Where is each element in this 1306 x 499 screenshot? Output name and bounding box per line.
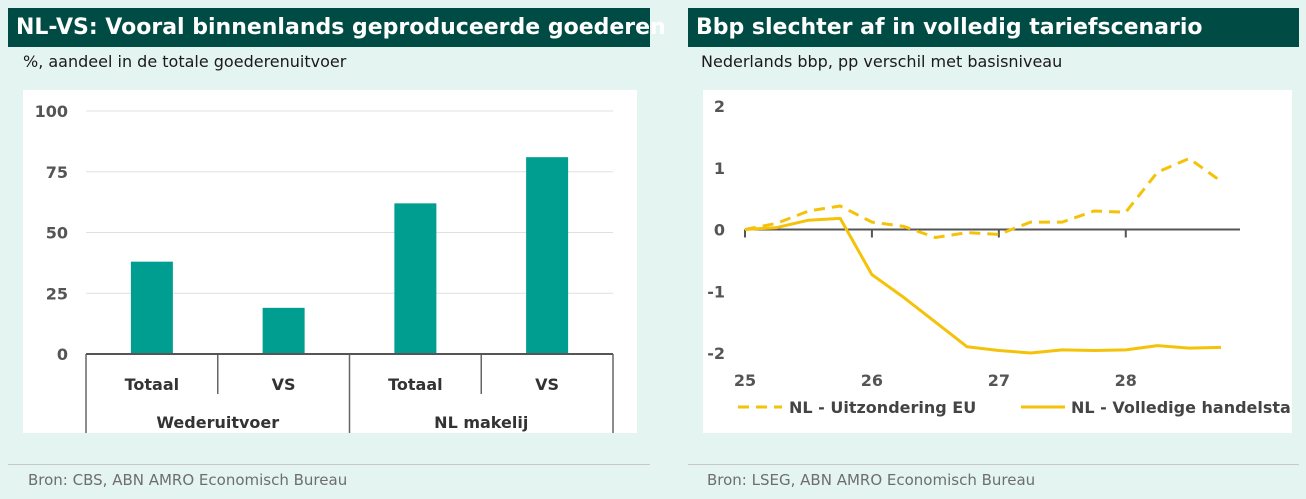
y-tick-label: 25 bbox=[46, 284, 68, 303]
y-tick-label: 0 bbox=[714, 221, 725, 240]
x-group-label: Wederuitvoer bbox=[156, 413, 279, 432]
y-tick-label: 100 bbox=[35, 102, 68, 121]
y-tick-label: 50 bbox=[46, 224, 68, 243]
right-chart-title: Bbp slechter af in volledig tariefscenar… bbox=[688, 8, 1299, 47]
x-tick-label: 26 bbox=[861, 371, 883, 390]
y-tick-label: 75 bbox=[46, 163, 68, 182]
line-chart: 2 1 0 -1 -2 25 26 27 28 NL - Uitzondering EU NL - … bbox=[707, 97, 1306, 417]
x-category-label: VS bbox=[272, 375, 296, 394]
left-source-note: Bron: CBS, ABN AMRO Economisch Bureau bbox=[28, 471, 348, 489]
x-tick-label: 28 bbox=[1115, 371, 1137, 390]
left-source-divider bbox=[8, 464, 650, 465]
right-plot-area: 2 1 0 -1 -2 25 26 27 28 NL - Uitzondering EU NL - … bbox=[703, 90, 1306, 433]
bar bbox=[526, 157, 569, 354]
x-category-label: Totaal bbox=[125, 375, 180, 394]
x-group-label: NL makelij bbox=[434, 413, 528, 432]
series-line bbox=[744, 216, 1222, 355]
x-tick-label: 27 bbox=[988, 371, 1010, 390]
left-plot-area: 100 75 50 25 0 Totaal VS Wederuitvoer Totaal VS NL… bbox=[23, 90, 637, 433]
bar bbox=[130, 261, 173, 354]
legend-label: NL - Uitzondering EU bbox=[789, 398, 976, 417]
right-source-divider bbox=[688, 464, 1299, 465]
bar bbox=[394, 203, 437, 354]
x-category-label: VS bbox=[535, 375, 559, 394]
left-chart-title: NL-VS: Vooral binnenlands geproduceerde … bbox=[8, 8, 666, 47]
legend-label: NL - Volledige handelstarief bbox=[1071, 398, 1292, 417]
right-source-note: Bron: LSEG, ABN AMRO Economisch Bureau bbox=[707, 471, 1036, 489]
x-category-label: Totaal bbox=[388, 375, 443, 394]
series-line bbox=[744, 157, 1222, 239]
right-chart-subtitle: Nederlands bbp, pp verschil met basisniv… bbox=[701, 52, 1063, 71]
bar bbox=[262, 307, 305, 354]
y-tick-label: -2 bbox=[707, 344, 725, 363]
y-tick-label: 0 bbox=[57, 345, 68, 364]
y-tick-label: 2 bbox=[714, 97, 725, 116]
left-chart-subtitle: %, aandeel in de totale goederenuitvoer bbox=[23, 52, 347, 71]
bar-chart: 100 75 50 25 0 Totaal VS Wederuitvoer Totaal VS NL… bbox=[35, 102, 614, 433]
x-tick-label: 25 bbox=[734, 371, 756, 390]
y-tick-label: -1 bbox=[707, 282, 725, 301]
y-tick-label: 1 bbox=[714, 159, 725, 178]
